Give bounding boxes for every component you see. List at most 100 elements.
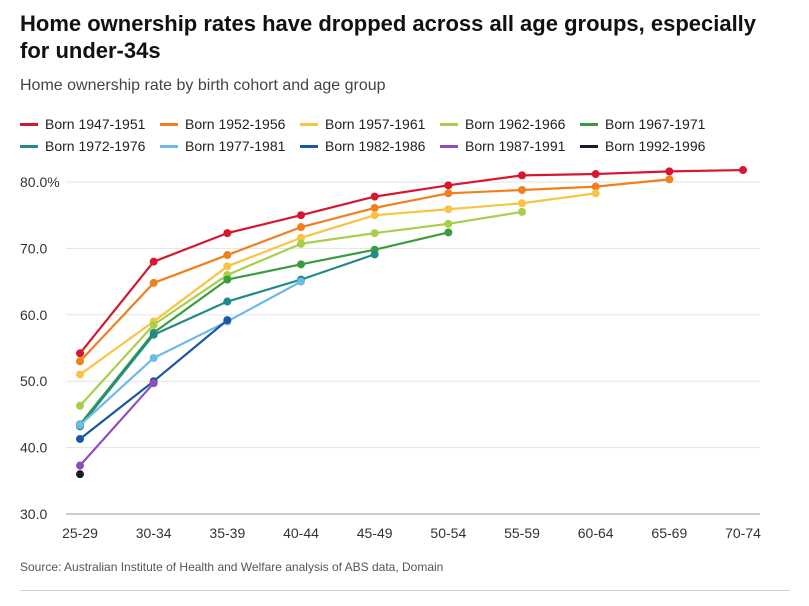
y-tick-label: 30.0 [20,506,47,522]
data-point [370,211,379,220]
legend-item: Born 1972-1976 [20,138,145,154]
data-point [223,251,232,260]
data-point [518,199,526,208]
data-point [518,171,526,180]
data-point [223,275,232,284]
data-point [370,192,379,201]
data-point [76,401,84,410]
legend-swatch [580,144,598,148]
legend-label: Born 1987-1991 [465,138,566,154]
data-point [149,257,158,266]
legend-item: Born 1962-1966 [440,116,565,132]
x-tick-label: 50-54 [430,525,466,541]
legend-swatch [300,144,318,148]
data-point [665,167,674,176]
legend-label: Born 1977-1981 [185,138,286,154]
data-point [370,203,379,212]
series-line [79,280,302,426]
legend-label: Born 1972-1976 [45,138,146,154]
legend-swatch [160,122,178,126]
data-point [297,277,305,286]
series-line [79,231,449,426]
series-line [79,382,155,467]
x-tick-label: 70-74 [725,525,761,541]
data-point [76,461,84,470]
y-tick-label: 60.0 [20,307,47,323]
legend-swatch [580,122,598,126]
data-point [591,170,600,179]
data-point [297,223,305,232]
line-chart: 80.0% 70.0 60.0 50.0 40.0 30.0 25-29 30-34 35-39… [20,166,761,541]
x-tick-label: 25-29 [62,525,98,541]
legend-item: Born 1957-1961 [300,116,425,132]
data-point [297,233,305,242]
y-tick-label: 70.0 [20,240,47,256]
series-line [79,168,744,355]
data-point [76,349,84,358]
legend-item: Born 1987-1991 [440,138,565,154]
legend-item: Born 1982-1986 [300,138,425,154]
legend-label: Born 1967-1971 [605,116,706,132]
data-point [739,166,747,175]
data-point [297,239,305,248]
data-point [444,181,453,190]
x-tick-label: 45-49 [357,525,393,541]
legend-item: Born 1947-1951 [20,116,145,132]
data-point [76,421,84,430]
data-point [370,229,379,238]
legend-swatch [440,122,458,126]
data-point [223,297,232,306]
x-tick-label: 65-69 [651,525,687,541]
data-point [444,228,453,237]
chart-title: Home ownership rates have dropped across… [20,11,757,63]
data-point [223,229,232,238]
footer-divider [20,590,790,591]
legend-label: Born 1992-1996 [605,138,706,154]
series-line [79,192,596,376]
data-point [444,219,453,228]
x-tick-label: 60-64 [578,525,614,541]
data-point [76,357,84,366]
data-point [665,175,674,184]
data-point [149,330,158,339]
data-point [518,207,526,216]
data-point [591,182,600,191]
legend-label: Born 1962-1966 [465,116,566,132]
legend-item: Born 1967-1971 [580,116,705,132]
data-point [591,189,600,198]
legend-item: Born 1977-1981 [160,138,285,154]
x-tick-label: 35-39 [209,525,245,541]
data-point [149,278,158,287]
x-tick-label: 40-44 [283,525,319,541]
chart-subtitle: Home ownership rate by birth cohort and … [20,77,386,94]
legend-item: Born 1992-1996 [580,138,705,154]
data-point [76,470,84,479]
x-tick-label: 55-59 [504,525,540,541]
legend-label: Born 1982-1986 [325,138,426,154]
data-point [370,250,379,259]
data-point [76,370,84,379]
data-point [149,353,158,362]
x-tick-label: 30-34 [136,525,172,541]
y-tick-label: 50.0 [20,373,47,389]
data-point [518,185,526,194]
data-point [297,260,305,269]
legend-swatch [300,122,318,126]
legend-item: Born 1952-1956 [160,116,285,132]
source-note: Source: Australian Institute of Health a… [20,560,444,574]
data-point [149,320,158,329]
legend-swatch [160,144,178,148]
data-point [223,316,232,325]
data-point [76,434,84,443]
legend-label: Born 1952-1956 [185,116,286,132]
data-point [444,205,453,214]
legend-swatch [20,144,38,148]
y-tick-label: 80.0% [20,174,60,190]
data-point [297,211,305,220]
legend-label: Born 1957-1961 [325,116,426,132]
legend-label: Born 1947-1951 [45,116,146,132]
data-point [444,189,453,198]
legend-swatch [440,144,458,148]
y-tick-label: 40.0 [20,440,47,456]
legend-swatch [20,122,38,126]
